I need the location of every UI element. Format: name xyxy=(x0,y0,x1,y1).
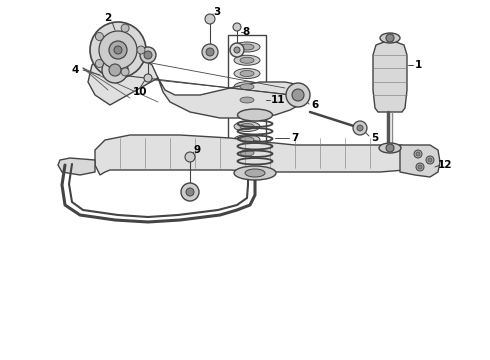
Ellipse shape xyxy=(240,123,254,130)
Text: 8: 8 xyxy=(243,27,249,37)
Ellipse shape xyxy=(234,108,260,118)
Polygon shape xyxy=(58,158,95,175)
Ellipse shape xyxy=(240,84,254,90)
Circle shape xyxy=(114,46,122,54)
Polygon shape xyxy=(88,52,308,118)
Circle shape xyxy=(357,125,363,131)
Ellipse shape xyxy=(234,95,260,105)
Circle shape xyxy=(416,152,420,156)
Ellipse shape xyxy=(240,110,254,116)
Circle shape xyxy=(230,43,244,57)
Ellipse shape xyxy=(234,42,260,52)
Circle shape xyxy=(233,23,241,31)
Circle shape xyxy=(137,46,145,54)
Bar xyxy=(228,35,266,165)
Ellipse shape xyxy=(380,33,400,43)
Circle shape xyxy=(185,152,195,162)
Ellipse shape xyxy=(240,71,254,77)
Circle shape xyxy=(426,156,434,164)
Ellipse shape xyxy=(240,44,254,50)
Ellipse shape xyxy=(234,68,260,78)
Ellipse shape xyxy=(240,57,254,63)
Ellipse shape xyxy=(238,109,272,121)
Circle shape xyxy=(416,163,424,171)
Circle shape xyxy=(90,22,146,78)
Ellipse shape xyxy=(234,122,260,131)
Ellipse shape xyxy=(234,148,260,158)
Text: 12: 12 xyxy=(438,160,452,170)
Circle shape xyxy=(140,47,156,63)
Polygon shape xyxy=(373,42,407,112)
Polygon shape xyxy=(400,145,440,177)
Ellipse shape xyxy=(234,55,260,65)
Text: 2: 2 xyxy=(104,13,112,23)
Text: 10: 10 xyxy=(133,87,147,97)
Text: 3: 3 xyxy=(213,7,220,17)
Circle shape xyxy=(418,165,422,169)
Ellipse shape xyxy=(234,82,260,92)
Circle shape xyxy=(121,24,129,32)
Circle shape xyxy=(144,51,152,59)
Circle shape xyxy=(205,14,215,24)
Ellipse shape xyxy=(245,169,265,177)
Circle shape xyxy=(109,64,121,76)
Circle shape xyxy=(181,183,199,201)
Text: 9: 9 xyxy=(194,145,200,155)
Circle shape xyxy=(428,158,432,162)
Circle shape xyxy=(292,89,304,101)
Polygon shape xyxy=(95,135,415,175)
Text: 6: 6 xyxy=(311,100,318,110)
Circle shape xyxy=(102,57,128,83)
Circle shape xyxy=(414,150,422,158)
Text: 1: 1 xyxy=(415,60,421,70)
Circle shape xyxy=(121,68,129,76)
Circle shape xyxy=(286,83,310,107)
Circle shape xyxy=(386,34,394,42)
Circle shape xyxy=(99,31,137,69)
Text: 4: 4 xyxy=(72,65,79,75)
Circle shape xyxy=(206,48,214,56)
Circle shape xyxy=(109,41,127,59)
Ellipse shape xyxy=(234,135,260,145)
Ellipse shape xyxy=(234,166,276,180)
Circle shape xyxy=(386,144,394,152)
Ellipse shape xyxy=(379,143,401,153)
Circle shape xyxy=(96,32,103,40)
Text: 5: 5 xyxy=(371,133,379,143)
Circle shape xyxy=(96,59,103,68)
Ellipse shape xyxy=(240,97,254,103)
Circle shape xyxy=(186,188,194,196)
Text: 11: 11 xyxy=(271,95,285,105)
Circle shape xyxy=(353,121,367,135)
Text: 7: 7 xyxy=(292,133,299,143)
Circle shape xyxy=(202,44,218,60)
Ellipse shape xyxy=(240,150,254,156)
Circle shape xyxy=(234,47,240,53)
Circle shape xyxy=(144,74,152,82)
Ellipse shape xyxy=(240,137,254,143)
